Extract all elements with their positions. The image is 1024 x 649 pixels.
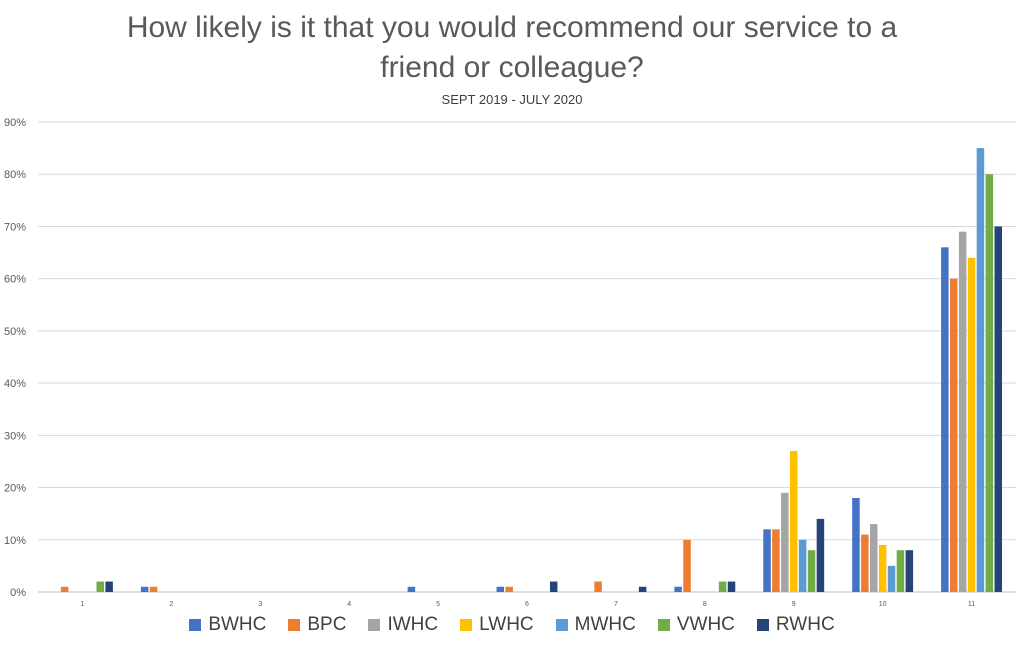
y-tick-label: 50%: [4, 326, 26, 338]
y-tick-label: 70%: [4, 221, 26, 233]
legend-item: IWHC: [368, 614, 438, 636]
bar-lwhc: [789, 451, 798, 592]
bar-lwhc: [967, 257, 976, 592]
legend-label: BWHC: [208, 614, 267, 635]
legend-swatch: [368, 619, 381, 631]
x-tick-label: 1: [81, 601, 85, 608]
bar-bwhc: [674, 586, 682, 592]
y-tick-label: 20%: [4, 483, 26, 495]
y-tick-label: 90%: [4, 117, 26, 129]
bar-bpc: [861, 534, 869, 592]
bar-vwhc: [896, 550, 905, 592]
bar-vwhc: [718, 581, 727, 592]
y-tick-label: 60%: [4, 274, 26, 286]
bar-rwhc: [727, 581, 736, 592]
chart-title-line-1: How likely is it that you would recommen…: [126, 11, 898, 44]
bar-iwhc: [869, 524, 878, 592]
bar-bpc: [149, 586, 158, 592]
bar-iwhc: [958, 231, 967, 592]
y-tick-label: 80%: [4, 169, 26, 181]
x-tick-label: 4: [347, 601, 351, 608]
bar-vwhc: [807, 550, 816, 592]
bar-vwhc: [96, 581, 105, 592]
bar-vwhc: [985, 174, 994, 592]
x-tick-label: 7: [614, 601, 618, 608]
legend-label: BPC: [307, 614, 347, 635]
legend-swatch: [460, 619, 473, 631]
legend-item: VWHC: [657, 614, 735, 636]
bar-bpc: [505, 586, 513, 592]
legend-label: LWHC: [479, 614, 534, 635]
bar-bwhc: [852, 498, 860, 592]
legend-swatch: [756, 619, 769, 631]
bar-bpc: [60, 586, 69, 592]
x-tick-label: 8: [703, 601, 707, 608]
bar-rwhc: [994, 226, 1002, 592]
bar-bpc: [683, 539, 691, 592]
legend-item: BPC: [288, 614, 346, 636]
chart-title: How likely is it that you would recommen…: [0, 8, 1024, 88]
x-tick-label: 9: [792, 601, 796, 608]
legend: BWHC BPC IWHC LWHC MWHC VWHC RWHC: [0, 614, 1024, 636]
legend-item: RWHC: [756, 614, 835, 636]
bar-lwhc: [878, 545, 887, 592]
bar-rwhc: [549, 581, 558, 592]
legend-label: MWHC: [574, 614, 636, 635]
bar-bwhc: [140, 586, 149, 592]
bar-rwhc: [905, 550, 914, 592]
bar-rwhc: [638, 586, 647, 592]
x-tick-label: 3: [258, 601, 262, 608]
legend-swatch: [288, 619, 301, 631]
legend-item: MWHC: [555, 614, 636, 636]
bar-bwhc: [407, 586, 416, 592]
bar-bpc: [949, 278, 958, 592]
y-tick-label: 10%: [4, 535, 26, 547]
bar-mwhc: [798, 539, 807, 592]
bar-bpc: [772, 529, 780, 592]
x-tick-label: 5: [436, 601, 440, 608]
chart-title-line-2: friend or colleague?: [380, 51, 644, 84]
bar-bwhc: [496, 586, 505, 592]
legend-swatch: [189, 619, 202, 631]
x-tick-label: 6: [525, 601, 529, 608]
legend-label: IWHC: [387, 614, 439, 635]
x-tick-label: 2: [169, 601, 173, 608]
legend-item: LWHC: [460, 614, 534, 636]
bar-iwhc: [781, 492, 789, 592]
bar-rwhc: [816, 518, 825, 592]
bar-rwhc: [105, 581, 113, 592]
bar-bpc: [594, 581, 602, 592]
legend-item: BWHC: [189, 614, 266, 636]
bar-mwhc: [976, 148, 985, 592]
bar-bwhc: [763, 529, 771, 592]
bar-bwhc: [941, 247, 949, 593]
chart-subtitle: SEPT 2019 - JULY 2020: [441, 92, 583, 107]
x-tick-label: 11: [968, 601, 975, 608]
y-tick-label: 0%: [10, 587, 26, 599]
x-tick-label: 10: [879, 601, 887, 608]
legend-swatch: [555, 619, 568, 631]
bar-mwhc: [887, 565, 896, 592]
y-tick-label: 30%: [4, 430, 26, 442]
legend-swatch: [657, 619, 670, 631]
y-tick-label: 40%: [4, 378, 26, 390]
legend-label: VWHC: [676, 614, 735, 635]
legend-label: RWHC: [775, 614, 835, 635]
